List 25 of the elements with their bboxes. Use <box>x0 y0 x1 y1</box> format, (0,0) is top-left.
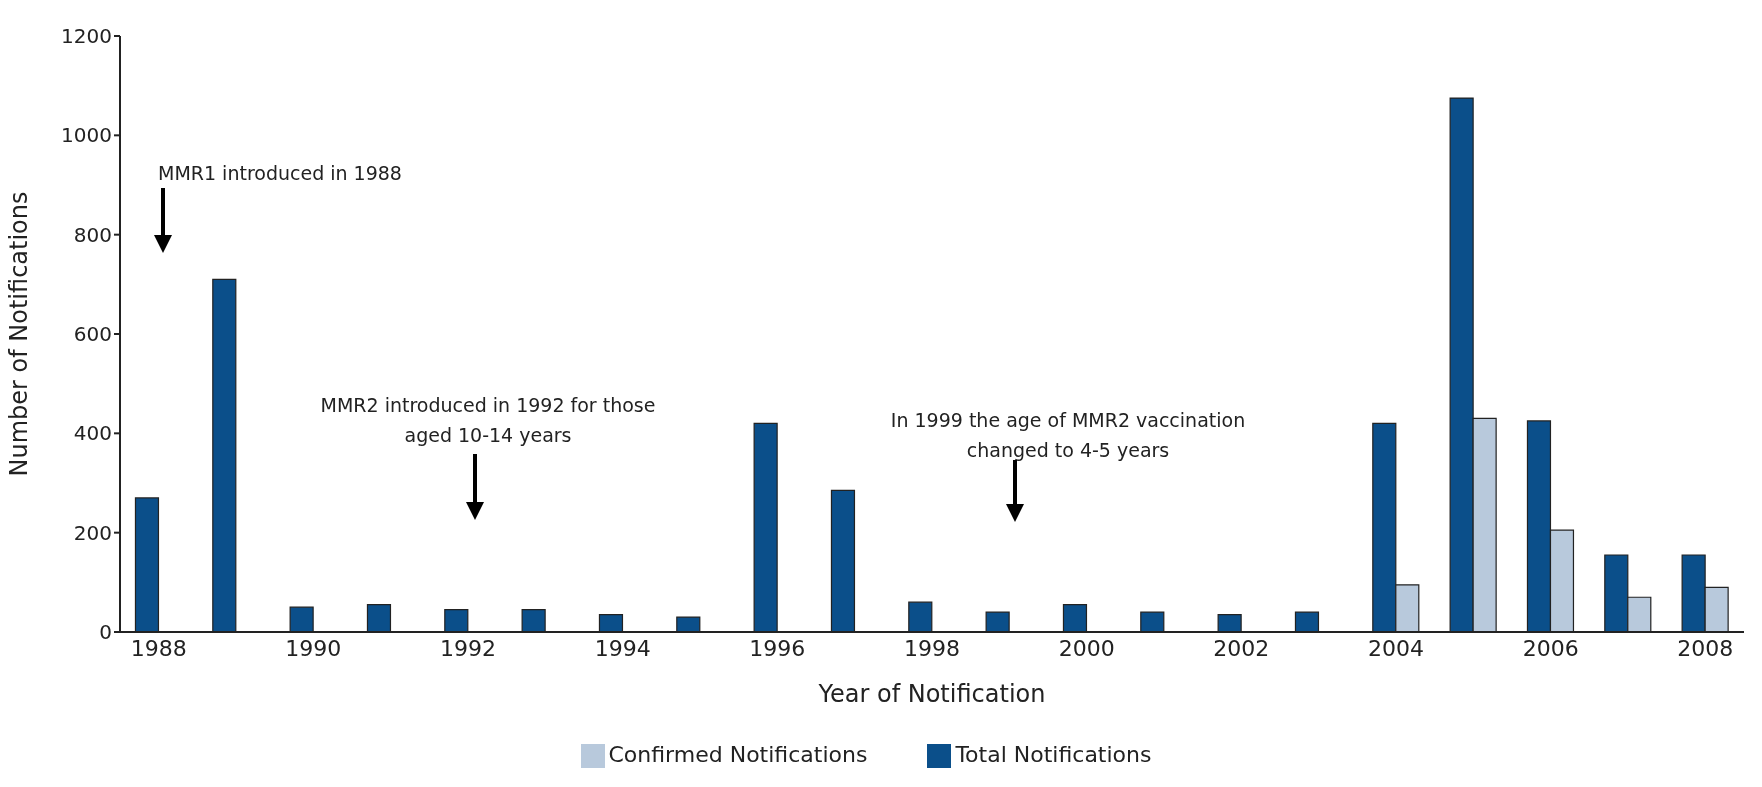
annotation: In 1999 the age of MMR2 vaccination changed to 4-5 years <box>889 408 1247 463</box>
y-tick-label: 400 <box>73 421 112 446</box>
legend-label: Total Notifications <box>955 742 1152 767</box>
y-tick-label: 1200 <box>61 24 112 49</box>
y-tick-label: 0 <box>99 620 112 645</box>
x-tick-label: 2002 <box>1213 635 1270 661</box>
x-tick-label: 2004 <box>1368 635 1424 661</box>
x-tick-label: 2008 <box>1677 635 1734 661</box>
x-tick-label: 1994 <box>594 635 651 661</box>
y-tick-label: 1000 <box>61 123 112 148</box>
x-tick-label: 1998 <box>904 635 960 661</box>
x-tick-label: 2006 <box>1522 635 1579 661</box>
annotation: MMR2 introduced in 1992 for those aged 10-14 years <box>319 393 657 448</box>
y-tick-label: 600 <box>73 322 112 347</box>
x-tick-label: 2000 <box>1058 635 1115 661</box>
legend-label: Confirmed Notifications <box>608 742 868 767</box>
x-tick-label: 1996 <box>749 635 806 661</box>
x-tick-label: 1990 <box>285 635 342 661</box>
x-tick-label: 1988 <box>130 635 187 661</box>
x-axis-title: Year of Notification <box>817 680 1046 708</box>
annotation: MMR1 introduced in 1988 <box>158 161 403 186</box>
y-axis-title: Number of Notifications <box>4 191 33 477</box>
x-tick-label: 1992 <box>440 635 496 661</box>
y-tick-label: 200 <box>73 520 112 545</box>
y-tick-label: 800 <box>73 222 112 247</box>
